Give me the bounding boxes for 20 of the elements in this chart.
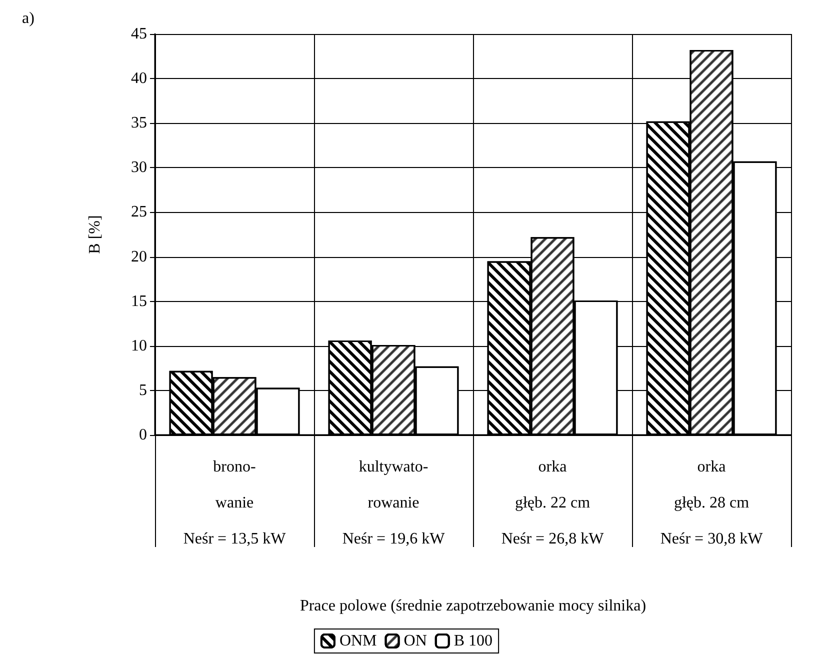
x-tick-label: orka głęb. 28 cm Neśr = 30,8 kW: [660, 458, 764, 548]
y-tick-label: 35: [131, 114, 147, 132]
y-tick-label: 0: [139, 426, 147, 444]
x-tick-label: kultywato- rowanie Neśr = 19,6 kW: [342, 458, 446, 548]
text: a): [22, 10, 34, 28]
y-tick-label: 20: [131, 248, 147, 266]
legend-label: ON: [404, 632, 428, 650]
y-tick-label: 25: [131, 204, 147, 221]
y-tick-label: 10: [131, 337, 147, 354]
y-tick-label: 30: [131, 159, 147, 176]
legend-label: B 100: [454, 632, 493, 650]
legend-label: ONM: [339, 632, 377, 650]
x-axis-title: Prace polowe (średnie zapotrzebowanie mocy silnika): [300, 598, 646, 614]
y-tick-label: 40: [131, 70, 147, 88]
x-tick-label: orka głęb. 22 cm Neśr = 26,8 kW: [501, 458, 605, 548]
y-tick-label: 15: [131, 292, 147, 310]
y-tick-label: 5: [139, 382, 147, 399]
y-tick-label: 45: [131, 26, 147, 42]
y-axis-title: B [%]: [86, 215, 104, 254]
x-tick-label: brono- wanie Neśr = 13,5 kW: [183, 458, 287, 548]
